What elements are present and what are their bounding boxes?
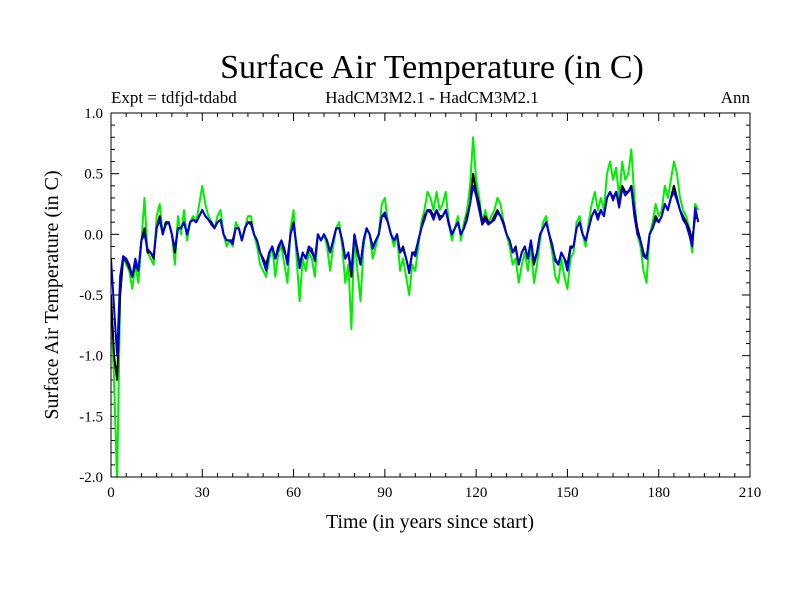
series-line-green [111, 136, 700, 477]
series-line-blue [111, 184, 700, 357]
y-tick-label: 1.0 [84, 106, 103, 122]
model-comparison-label: HadCM3M2.1 - HadCM3M2.1 [325, 88, 538, 107]
y-tick-label: 0.0 [84, 227, 103, 243]
x-tick-label: 150 [556, 485, 579, 501]
axis-ticks [110, 112, 751, 478]
x-tick-label: 60 [286, 485, 301, 501]
y-tick-label: 0.5 [84, 167, 103, 183]
y-axis-label: Surface Air Temperature (in C) [41, 170, 63, 419]
y-tick-label: -1.0 [79, 349, 103, 365]
x-tick-label: 120 [465, 485, 488, 501]
x-tick-label: 30 [195, 485, 210, 501]
y-tick-label: -1.5 [79, 409, 103, 425]
plot-frame [110, 112, 751, 478]
y-tick-label: -2.0 [79, 470, 103, 486]
x-tick-label: 0 [107, 485, 115, 501]
chart-title: Surface Air Temperature (in C) [220, 49, 644, 86]
x-tick-label: 90 [377, 485, 392, 501]
series-lines [111, 136, 700, 477]
tick-labels: 0 30 60 90 120 150 180 210 -2.0 -1.5 -1.0 -0.5 0.0 0.… [79, 106, 761, 501]
period-label: Ann [721, 88, 751, 107]
x-tick-label: 210 [739, 485, 762, 501]
x-tick-label: 180 [647, 485, 670, 501]
x-axis-label: Time (in years since start) [326, 511, 534, 533]
experiment-label: Expt = tdfjd-tdabd [111, 88, 237, 107]
y-tick-label: -0.5 [79, 288, 103, 304]
